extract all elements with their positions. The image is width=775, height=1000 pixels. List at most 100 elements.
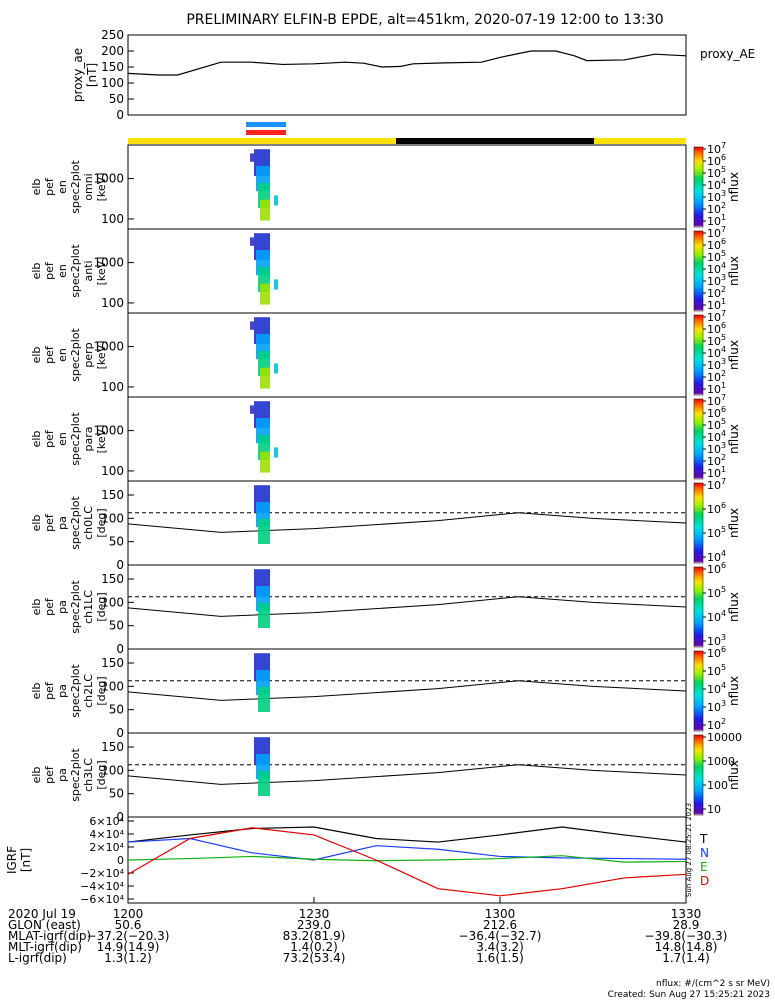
x-tick-label: 1200: [113, 907, 144, 921]
spectrogram-cell: [250, 237, 254, 246]
igrf-legend-N: N: [700, 846, 709, 860]
side-stamp: Sun Aug 27 08:25:21 2023: [685, 803, 693, 897]
panel-ylabel: ch0LC: [82, 506, 95, 540]
spectrogram-cell: [260, 451, 270, 473]
panel-ylabel: spec2plot: [69, 328, 82, 382]
ae-ytick-label: 50: [109, 92, 124, 106]
panel-ytick-label: 50: [109, 535, 124, 549]
panel-ylabel: para: [82, 427, 95, 452]
panel-ylabel: pef: [43, 765, 56, 784]
panel-ytick-label: 1000: [93, 172, 124, 186]
ephemeris-value: −39.8(−30.3): [645, 929, 728, 943]
colorbar-tick-label: 10: [707, 803, 721, 816]
colorbar-tick-label: 105: [707, 585, 726, 600]
colorbar-tick-label-exp: 7: [721, 309, 726, 318]
colorbar-tick-label-exp: 3: [721, 273, 726, 282]
panel-ytick-label: 1000: [93, 340, 124, 354]
spectrogram-cell: [258, 770, 270, 796]
colorbar-tick-label-exp: 5: [721, 417, 726, 426]
ae-ytick-label: 250: [101, 28, 124, 42]
science-zone-bar-red: [246, 130, 286, 135]
spectrogram-cell: [260, 283, 270, 305]
ae-ytick-label: 0: [116, 108, 124, 122]
ephemeris-value: −36.4(−32.7): [459, 929, 542, 943]
colorbar: [693, 230, 704, 312]
colorbar-tick-label: 1000: [707, 755, 735, 768]
footer-units: nflux: #/(cm^2 s sr MeV): [656, 979, 770, 989]
colorbar-tick-label-exp: 6: [721, 237, 726, 246]
colorbar-tick-label-exp: 5: [721, 165, 726, 174]
panel-ylabel: elb: [30, 263, 43, 280]
panel-ylabel: elb: [30, 599, 43, 616]
spectrogram-cell: [258, 602, 270, 628]
colorbar-tick-label-exp: 4: [721, 609, 726, 618]
colorbar-tick-label-exp: 1: [721, 213, 726, 222]
panel-ylabel: [keV]: [95, 173, 108, 202]
igrf-series-E: [127, 855, 687, 863]
ephemeris-value: 1.6(1.5): [476, 951, 524, 965]
panel-ylabel: spec2plot: [69, 664, 82, 718]
panel-ylabel: spec2plot: [69, 160, 82, 214]
colorbar-tick-label-exp: 2: [721, 285, 726, 294]
colorbar-tick-label-exp: 4: [721, 429, 726, 438]
science-zone-bar-blue: [246, 122, 286, 127]
panel-ylabel: en: [56, 348, 69, 362]
loss-cone-line: [127, 680, 687, 701]
panel-ylabel: spec2plot: [69, 496, 82, 550]
panel-ytick-label: 100: [101, 679, 124, 693]
ae-ylabel: [nT]: [85, 63, 99, 87]
panel-ylabel: spec2plot: [69, 580, 82, 634]
colorbar-tick-label-exp: 5: [721, 333, 726, 342]
colorbar-tick-label: 104: [707, 681, 726, 696]
colorbar-tick-label-exp: 1: [721, 465, 726, 474]
panel-frame: [127, 396, 687, 482]
colorbar-tick-label-exp: 2: [721, 717, 726, 726]
igrf-ylabel: IGRF: [5, 846, 19, 874]
panel-ylabel: elb: [30, 431, 43, 448]
colorbar-tick-label: 106: [707, 645, 726, 660]
colorbar-label: nflux: [727, 676, 741, 706]
colorbar-tick-label: 105: [707, 663, 726, 678]
colorbar-tick-label-exp: 6: [721, 561, 726, 570]
colorbar-tick-label-exp: 7: [721, 477, 726, 486]
igrf-ytick-label: −2×10⁴: [80, 867, 124, 880]
x-tick-label: 1330: [671, 907, 702, 921]
panel-ytick-label: 1000: [93, 256, 124, 270]
panel-ylabel: pef: [43, 261, 56, 280]
spectrogram-cell: [274, 195, 278, 206]
panel-ytick-label: 150: [101, 488, 124, 502]
panel-ylabel: [deg]: [95, 508, 108, 537]
panel-ylabel: perp: [82, 342, 95, 367]
colorbar-tick-label: 100: [707, 779, 728, 792]
panel-ylabel: [keV]: [95, 425, 108, 454]
ephemeris-row-label: GLON (east): [8, 918, 81, 932]
panel-ytick-label: 0: [116, 558, 124, 572]
colorbar-tick-label-exp: 2: [721, 201, 726, 210]
colorbar-tick-label-exp: 4: [721, 261, 726, 270]
loss-cone-line: [127, 596, 687, 617]
colorbar-tick-label-exp: 4: [721, 549, 726, 558]
colorbar-tick-label-exp: 1: [721, 381, 726, 390]
panel-ylabel: en: [56, 432, 69, 446]
eclipse-bar: [396, 138, 594, 144]
colorbar-tick-label: 107: [707, 477, 726, 492]
panel-ylabel: pef: [43, 177, 56, 196]
colorbar-tick-label: 106: [707, 561, 726, 576]
colorbar-tick-label-exp: 6: [721, 501, 726, 510]
panel-ytick-label: 100: [101, 296, 124, 310]
panel-ytick-label: 100: [101, 511, 124, 525]
panel-ylabel: [deg]: [95, 760, 108, 789]
panel-ylabel: spec2plot: [69, 244, 82, 298]
ephemeris-value: 83.2(81.9): [283, 929, 346, 943]
colorbar-label: nflux: [727, 256, 741, 286]
x-tick-label: 1300: [485, 907, 516, 921]
colorbar: [693, 650, 704, 732]
colorbar-tick-label-exp: 6: [721, 645, 726, 654]
colorbar-tick-label: 10000: [707, 731, 742, 744]
spectrogram-cell: [274, 363, 278, 374]
panel-ylabel: pef: [43, 513, 56, 532]
ae-ytick-label: 100: [101, 76, 124, 90]
ephemeris-value: 50.6: [115, 918, 142, 932]
